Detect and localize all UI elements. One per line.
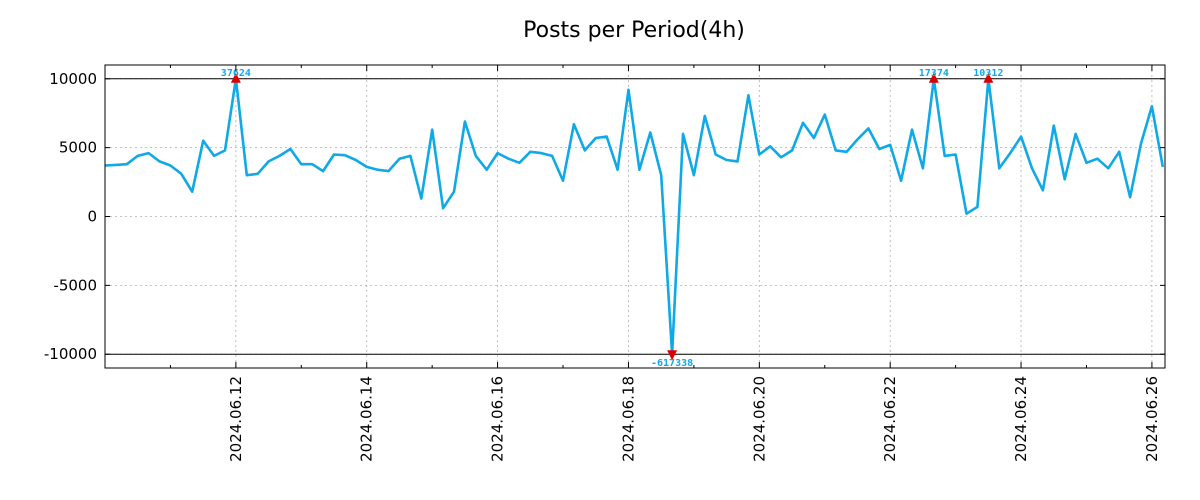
y-tick-label: -10000	[44, 345, 97, 363]
peak-marker-triangle	[928, 72, 939, 83]
axis-ticks: 10000 5000 0 -5000 -10000 2024.06.12 2024.06.1…	[44, 65, 1165, 462]
peak-marker-triangle	[667, 350, 678, 361]
x-tick-label: 2024.06.26	[1143, 376, 1161, 462]
series-line-posts	[104, 77, 1165, 356]
x-tick-label: 2024.06.24	[1012, 376, 1030, 462]
x-tick-label: 2024.06.16	[489, 376, 507, 462]
peak-markers: 37624 -617338 17374 10312	[221, 68, 1004, 369]
peak-marker-label: 10312	[973, 68, 1003, 79]
x-tick-label: 2024.06.22	[881, 376, 899, 462]
peak-marker-label: 17374	[919, 68, 949, 79]
grid-layer	[105, 65, 1165, 368]
x-tick-label: 2024.06.12	[227, 376, 245, 462]
peak-marker-triangle	[983, 72, 994, 83]
x-tick-label: 2024.06.18	[619, 376, 637, 462]
peak-marker-label: -617338	[651, 358, 693, 369]
series-layer	[104, 77, 1165, 356]
chart-title: Posts per Period(4h)	[523, 18, 745, 43]
y-tick-label: 0	[87, 208, 97, 226]
y-tick-label: 10000	[49, 70, 97, 88]
y-tick-label: 5000	[59, 139, 97, 157]
peak-marker-label: 37624	[221, 68, 251, 79]
x-tick-label: 2024.06.14	[358, 376, 376, 462]
x-tick-label: 2024.06.20	[750, 376, 768, 462]
peak-marker-triangle	[230, 72, 241, 83]
y-tick-label: -5000	[53, 276, 97, 294]
